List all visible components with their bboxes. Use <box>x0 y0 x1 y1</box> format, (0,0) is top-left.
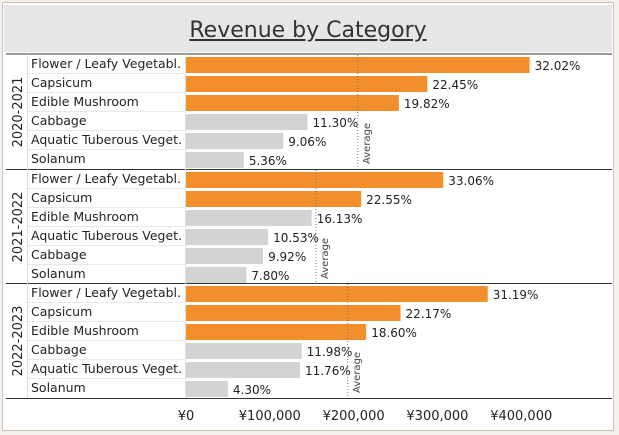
data-label: 32.02% <box>535 59 581 73</box>
category-label: Aquatic Tuberous Veget. <box>31 132 182 147</box>
category-label: Cabbage <box>31 342 87 357</box>
average-label: Average <box>362 123 373 164</box>
bar <box>186 210 312 226</box>
category-label: Aquatic Tuberous Veget. <box>31 361 182 376</box>
category-label: Flower / Leafy Vegetabl. <box>31 171 181 186</box>
data-label: 11.30% <box>313 116 359 130</box>
data-label: 16.13% <box>317 212 363 226</box>
category-label: Capsicum <box>31 304 92 319</box>
bar <box>186 267 247 283</box>
category-label: Edible Mushroom <box>31 94 139 109</box>
x-tick-label: ¥100,000 <box>239 409 301 424</box>
x-tick-label: ¥400,000 <box>490 409 552 424</box>
bar <box>186 305 401 321</box>
data-label: 18.60% <box>371 326 417 340</box>
title-bar: Revenue by Category <box>4 5 612 52</box>
data-label: 11.98% <box>307 345 353 359</box>
bar <box>186 362 300 378</box>
data-label: 5.36% <box>249 154 287 168</box>
period-label: 2022-2023 <box>11 306 26 377</box>
category-label: Solanum <box>31 151 86 166</box>
category-label: Edible Mushroom <box>31 323 139 338</box>
x-tick-label: ¥0 <box>178 409 195 424</box>
category-label: Solanum <box>31 380 86 395</box>
data-label: 4.30% <box>233 383 271 397</box>
data-label: 9.06% <box>288 135 326 149</box>
category-label: Edible Mushroom <box>31 209 139 224</box>
bar <box>186 152 244 168</box>
category-label: Capsicum <box>31 190 92 205</box>
data-label: 10.53% <box>273 231 319 245</box>
x-tick-label: ¥200,000 <box>323 409 385 424</box>
bar <box>186 229 269 245</box>
bar <box>186 76 428 92</box>
bar <box>186 191 362 207</box>
data-label: 33.06% <box>448 174 494 188</box>
bar <box>186 381 228 397</box>
bar <box>186 286 488 302</box>
category-label: Flower / Leafy Vegetabl. <box>31 285 181 300</box>
data-label: 22.55% <box>366 193 412 207</box>
bar <box>186 343 302 359</box>
data-label: 31.19% <box>493 288 539 302</box>
category-label: Cabbage <box>31 113 87 128</box>
x-tick-label: ¥300,000 <box>406 409 468 424</box>
chart-title: Revenue by Category <box>189 18 427 43</box>
bar <box>186 324 367 340</box>
bar <box>186 95 399 111</box>
category-label: Cabbage <box>31 247 87 262</box>
bar <box>186 248 264 264</box>
bar <box>186 133 284 149</box>
category-label: Capsicum <box>31 75 92 90</box>
data-label: 22.45% <box>432 78 478 92</box>
data-label: 9.92% <box>268 250 306 264</box>
period-label: 2020-2021 <box>11 77 26 148</box>
data-label: 7.80% <box>251 269 289 283</box>
category-label: Flower / Leafy Vegetabl. <box>31 56 181 71</box>
category-label: Solanum <box>31 266 86 281</box>
data-label: 11.76% <box>305 364 351 378</box>
bar <box>186 172 444 188</box>
period-label: 2021-2022 <box>11 192 26 263</box>
category-label: Aquatic Tuberous Veget. <box>31 228 182 243</box>
data-label: 22.17% <box>406 307 452 321</box>
average-label: Average <box>320 238 331 279</box>
bar <box>186 114 308 130</box>
average-label: Average <box>352 352 363 393</box>
data-label: 19.82% <box>404 97 450 111</box>
